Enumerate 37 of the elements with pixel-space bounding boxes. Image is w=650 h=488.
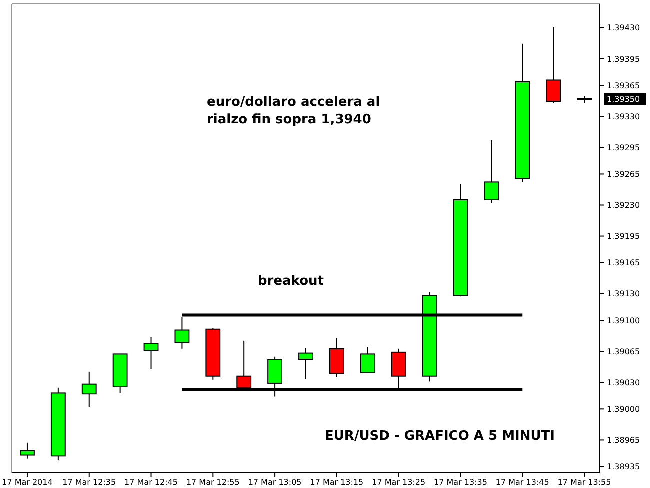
candlestick <box>484 140 500 204</box>
y-tick-label: 1.39265 <box>607 170 640 180</box>
annotation: breakout <box>258 274 324 289</box>
candlestick <box>546 26 562 104</box>
x-tick-label: 17 Mar 12:55 <box>186 478 240 487</box>
y-tick-label: 1.39130 <box>607 290 640 299</box>
text: 1.39350 <box>607 94 640 104</box>
y-tick-label: 1.39430 <box>607 24 640 33</box>
candlestick <box>298 347 314 380</box>
x-tick-label: 17 Mar 12:35 <box>62 478 116 487</box>
x-tick-label: 17 Mar 13:35 <box>434 478 488 487</box>
x-tick-label: 17 Mar 13:25 <box>372 478 426 487</box>
y-tick-label: 1.38965 <box>607 436 640 445</box>
y-tick-label: 1.39065 <box>607 347 640 356</box>
x-tick-label: 17 Mar 13:15 <box>310 478 364 487</box>
y-tick-label: 1.39195 <box>607 232 640 242</box>
candlestick <box>82 371 97 408</box>
y-tick-label: 1.39165 <box>607 258 640 268</box>
x-tick-label: 17 Mar 13:05 <box>248 478 302 487</box>
x-tick-label: 17 Mar 13:45 <box>496 478 550 487</box>
y-tick-label: 1.39330 <box>607 112 640 122</box>
y-tick-label: 1.39230 <box>607 201 640 210</box>
candlestick <box>144 336 159 370</box>
y-tick-label: 1.38935 <box>607 462 640 472</box>
x-tick-label: 17 Mar 2014 <box>2 478 53 487</box>
candlestick <box>360 346 376 374</box>
candlestick <box>20 442 35 460</box>
annotation: euro/dollaro accelera al rialzo fin sopra 1,3940 <box>207 95 380 128</box>
y-tick-label: 1.39395 <box>607 54 640 64</box>
y-tick-label: 1.39030 <box>607 378 640 388</box>
y-tick-label: 1.39365 <box>607 81 640 90</box>
x-tick-label: 17 Mar 12:45 <box>124 478 178 487</box>
y-tick-label: 1.39000 <box>607 404 640 414</box>
y-tick-label: 1.39295 <box>607 143 640 152</box>
y-tick-label: 1.39100 <box>607 316 640 326</box>
annotation: EUR/USD - GRAFICO A 5 MINUTI <box>325 429 556 444</box>
x-tick-label: 17 Mar 13:55 <box>558 478 612 487</box>
